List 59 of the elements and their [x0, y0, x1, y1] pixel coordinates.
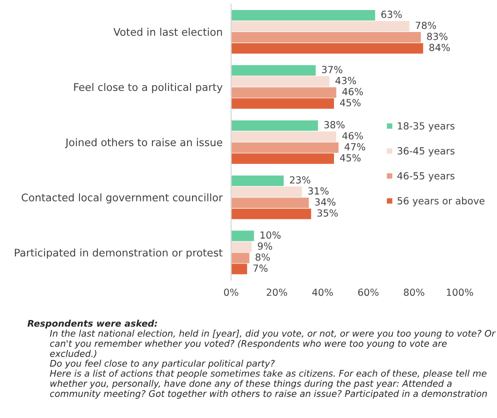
text: 84%: [429, 44, 450, 52]
text: Do you feel close to any particular political party?: [50, 360, 275, 369]
x-tick-label: 40%: [312, 288, 333, 296]
bar: [231, 120, 318, 131]
bar: [231, 32, 421, 43]
text: 45%: [340, 98, 361, 106]
text: 38%: [324, 121, 345, 128]
bar: [231, 98, 334, 109]
legend-label: 36-45 years: [398, 147, 454, 156]
bar: [231, 208, 312, 220]
bar: [231, 131, 336, 142]
text: 45%: [340, 154, 361, 162]
text: 37%: [322, 66, 342, 74]
text: 23%: [290, 176, 310, 184]
text: 63%: [381, 10, 402, 18]
bar: [231, 242, 252, 252]
y-tick-label: Feel close to a political party: [74, 82, 222, 94]
text: Respondents were asked:: [28, 320, 158, 329]
text: 46%: [342, 132, 363, 140]
text: In the last national election, held in [year], did you vote, or not, or were you too young to vote? Or can't you remember whether you voted? (Respondents who were too young to vote are excluded.): [50, 330, 496, 358]
bar: [231, 176, 284, 186]
text: 78%: [416, 22, 436, 30]
x-tick-label: 0%: [224, 288, 238, 296]
text: 10%: [260, 231, 281, 239]
x-tick-label: 60%: [358, 288, 379, 296]
text: 7%: [253, 264, 268, 272]
text: 43%: [335, 76, 356, 84]
bar: [231, 65, 316, 76]
bar: [231, 76, 330, 87]
x-tick-label: 100%: [446, 288, 474, 296]
text: 31%: [308, 187, 329, 195]
bar: [231, 264, 248, 274]
y-tick-label: Contacted local government councillor: [22, 193, 223, 204]
bar: [231, 87, 336, 98]
bar: [231, 153, 334, 164]
text: 46%: [342, 88, 363, 96]
legend-label: 18-35 years: [398, 122, 454, 132]
bar: [231, 142, 339, 153]
x-tick-label: 80%: [404, 288, 424, 296]
bar: [231, 230, 254, 242]
x-tick-label: 20%: [266, 288, 288, 296]
text: 83%: [427, 32, 448, 40]
text: 9%: [258, 242, 272, 250]
bar: [231, 10, 376, 20]
y-tick-label: Voted in last election: [113, 28, 222, 36]
text: 35%: [317, 209, 338, 217]
text: 34%: [315, 198, 336, 206]
bar: [231, 21, 410, 32]
y-tick-label: Joined others to raise an issue: [64, 138, 222, 148]
text: 8%: [256, 253, 270, 261]
legend-label: 46-55 years: [397, 172, 454, 182]
bar: [231, 252, 250, 264]
text: Here is a list of actions that people sometimes take as citizens. For each of these, please tell me whether you, personally, have done any of these things during the past year: Attended a community meeting? Got together with others to raise an issue? Participated in a demonstration: [50, 370, 487, 399]
bar: [231, 43, 424, 54]
y-tick-label: Participated in demonstration or protest: [14, 248, 223, 259]
bar: [231, 198, 309, 208]
legend-label: 56 years or above: [398, 196, 485, 206]
text: 47%: [344, 143, 366, 150]
bar: [231, 186, 302, 198]
